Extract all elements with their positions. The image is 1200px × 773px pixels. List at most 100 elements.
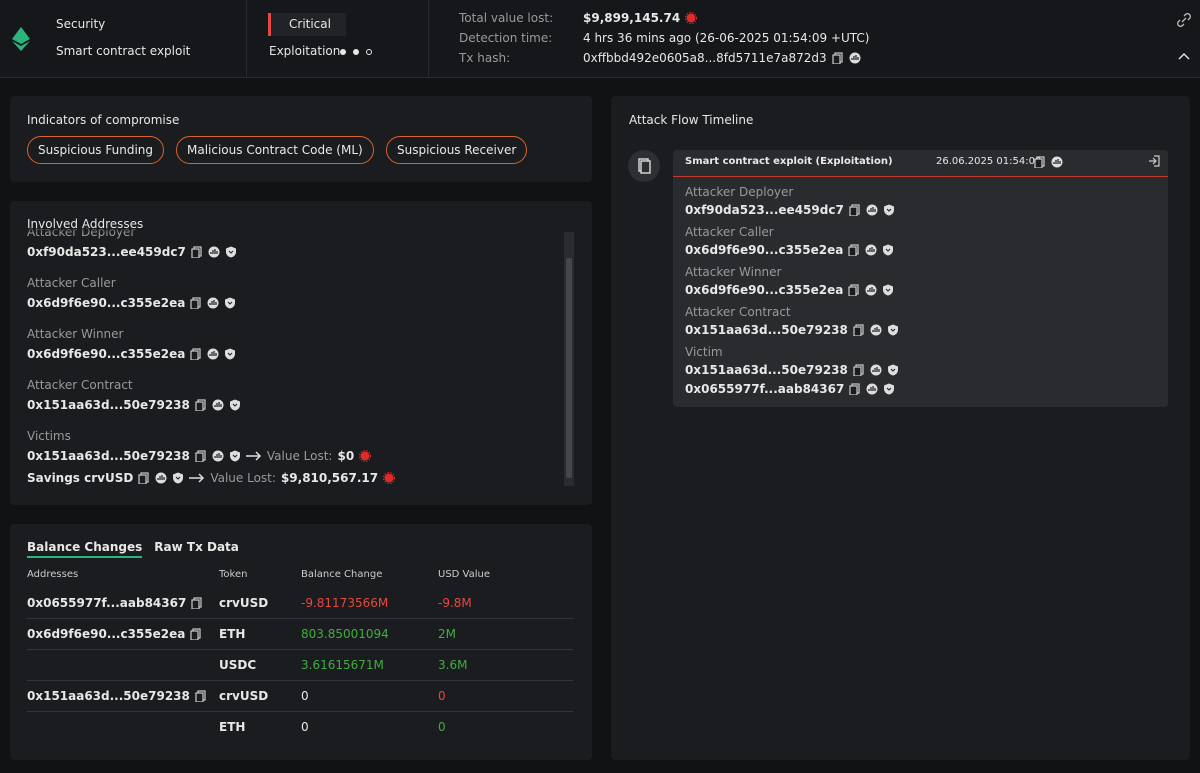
shield-icon[interactable] [887, 324, 899, 336]
token: ETH [219, 627, 246, 641]
address[interactable]: 0xf90da523...ee459dc7 [27, 245, 186, 259]
usd-value: -9.8M [438, 596, 472, 610]
address-row: 0x6d9f6e90...c355e2ea [685, 283, 894, 297]
collapse-icon[interactable] [1178, 52, 1190, 62]
scan-icon[interactable] [207, 297, 219, 309]
scan-icon[interactable] [849, 52, 861, 64]
indicator-chip[interactable]: Suspicious Receiver [386, 136, 528, 164]
group-label: Attacker Contract [27, 378, 133, 392]
field-label: Tx hash: [459, 51, 511, 65]
scan-icon[interactable] [865, 244, 877, 256]
copy-icon[interactable] [190, 297, 202, 309]
burst-icon [359, 450, 372, 462]
copy-icon[interactable] [832, 52, 844, 64]
usd-value: 0 [438, 689, 446, 703]
field-row: 4 hrs 36 mins ago (26-06-2025 01:54:09 +… [583, 31, 869, 45]
group-label: Attacker Caller [685, 225, 774, 239]
indicator-chip[interactable]: Malicious Contract Code (ML) [176, 136, 374, 164]
event-icon [628, 150, 660, 182]
eth-logo [12, 27, 30, 51]
scan-icon[interactable] [207, 348, 219, 360]
balance-change: 803.85001094 [301, 627, 389, 641]
scan-icon[interactable] [870, 324, 882, 336]
address[interactable]: 0x151aa63d...50e79238 [27, 449, 190, 463]
scan-icon[interactable] [208, 246, 220, 258]
address[interactable]: 0x0655977f...aab84367 [685, 382, 845, 396]
address[interactable]: Savings crvUSD [27, 471, 134, 485]
copy-icon[interactable] [191, 597, 203, 609]
balance-change: 3.61615671M [301, 658, 384, 672]
scan-icon[interactable] [212, 399, 224, 411]
arrow-icon [245, 451, 261, 461]
address[interactable]: 0x6d9f6e90...c355e2ea [685, 283, 844, 297]
scan-icon[interactable] [866, 383, 878, 395]
copy-icon[interactable] [190, 628, 202, 640]
token: crvUSD [219, 596, 269, 610]
field-row: $9,899,145.74 [583, 11, 698, 25]
tab[interactable]: Raw Tx Data [154, 540, 239, 554]
login-icon[interactable] [1148, 155, 1160, 167]
copy-icon[interactable] [849, 383, 861, 395]
field-value: 4 hrs 36 mins ago (26-06-2025 01:54:09 +… [583, 31, 870, 45]
shield-icon[interactable] [882, 244, 894, 256]
address[interactable]: 0x6d9f6e90...c355e2ea [27, 296, 186, 310]
shield-icon[interactable] [229, 450, 241, 462]
scan-icon[interactable] [1051, 156, 1063, 168]
copy-icon[interactable] [848, 284, 860, 296]
column-header: USD Value [438, 569, 491, 580]
shield-icon[interactable] [225, 246, 237, 258]
column-header: Balance Change [301, 569, 383, 580]
usd-value: 2M [438, 627, 456, 641]
address[interactable]: 0xf90da523...ee459dc7 [685, 203, 844, 217]
copy-icon[interactable] [195, 690, 207, 702]
copy-icon[interactable] [190, 348, 202, 360]
severity-box [268, 13, 346, 36]
copy-icon[interactable] [853, 324, 865, 336]
copy-icon[interactable] [853, 364, 865, 376]
shield-icon[interactable] [883, 383, 895, 395]
shield-icon[interactable] [224, 348, 236, 360]
address[interactable]: 0x6d9f6e90...c355e2ea [27, 347, 186, 361]
scan-icon[interactable] [155, 472, 167, 484]
scan-icon[interactable] [866, 204, 878, 216]
address[interactable]: 0x151aa63d...50e79238 [27, 398, 190, 412]
column-header: Token [219, 569, 248, 580]
shield-icon[interactable] [229, 399, 241, 411]
divider [428, 0, 429, 77]
group-label: Attacker Deployer [685, 185, 794, 199]
usd-value: 3.6M [438, 658, 468, 672]
shield-icon[interactable] [224, 297, 236, 309]
scan-icon[interactable] [865, 284, 877, 296]
category: Security [56, 17, 106, 31]
address[interactable]: 0x6d9f6e90...c355e2ea [685, 243, 844, 257]
address-row: Savings crvUSD Value Lost: $9,810,567.17 [27, 471, 396, 485]
address[interactable]: 0x151aa63d...50e79238 [685, 323, 848, 337]
copy-icon[interactable] [848, 244, 860, 256]
row-divider [27, 649, 573, 650]
shield-icon[interactable] [172, 472, 184, 484]
panel-title: Attack Flow Timeline [629, 113, 754, 127]
scrollbar[interactable] [564, 232, 574, 486]
scan-icon[interactable] [212, 450, 224, 462]
shield-icon[interactable] [883, 204, 895, 216]
copy-icon[interactable] [138, 472, 150, 484]
scan-icon[interactable] [870, 364, 882, 376]
shield-icon[interactable] [887, 364, 899, 376]
copy-icon[interactable] [191, 246, 203, 258]
copy-icon[interactable] [195, 399, 207, 411]
copy-icon[interactable] [849, 204, 861, 216]
shield-icon[interactable] [882, 284, 894, 296]
copy-icon[interactable] [195, 450, 207, 462]
indicator-chip[interactable]: Suspicious Funding [27, 136, 165, 164]
tab[interactable]: Balance Changes [27, 540, 143, 558]
field-value: $9,899,145.74 [583, 11, 681, 25]
address-row: 0xf90da523...ee459dc7 [27, 245, 237, 259]
address[interactable]: 0x151aa63d...50e79238 [685, 363, 848, 377]
address-row: 0x151aa63d...50e79238 Value Lost: $0 [27, 449, 372, 463]
involved-list: Attacker Deployer0xf90da523...ee459dc7At… [10, 201, 570, 505]
copy-icon[interactable] [1034, 156, 1046, 168]
field-label: Detection time: [459, 31, 553, 45]
link-icon[interactable] [1177, 13, 1191, 27]
event-divider [673, 176, 1168, 177]
group-label: Victim [685, 345, 723, 359]
